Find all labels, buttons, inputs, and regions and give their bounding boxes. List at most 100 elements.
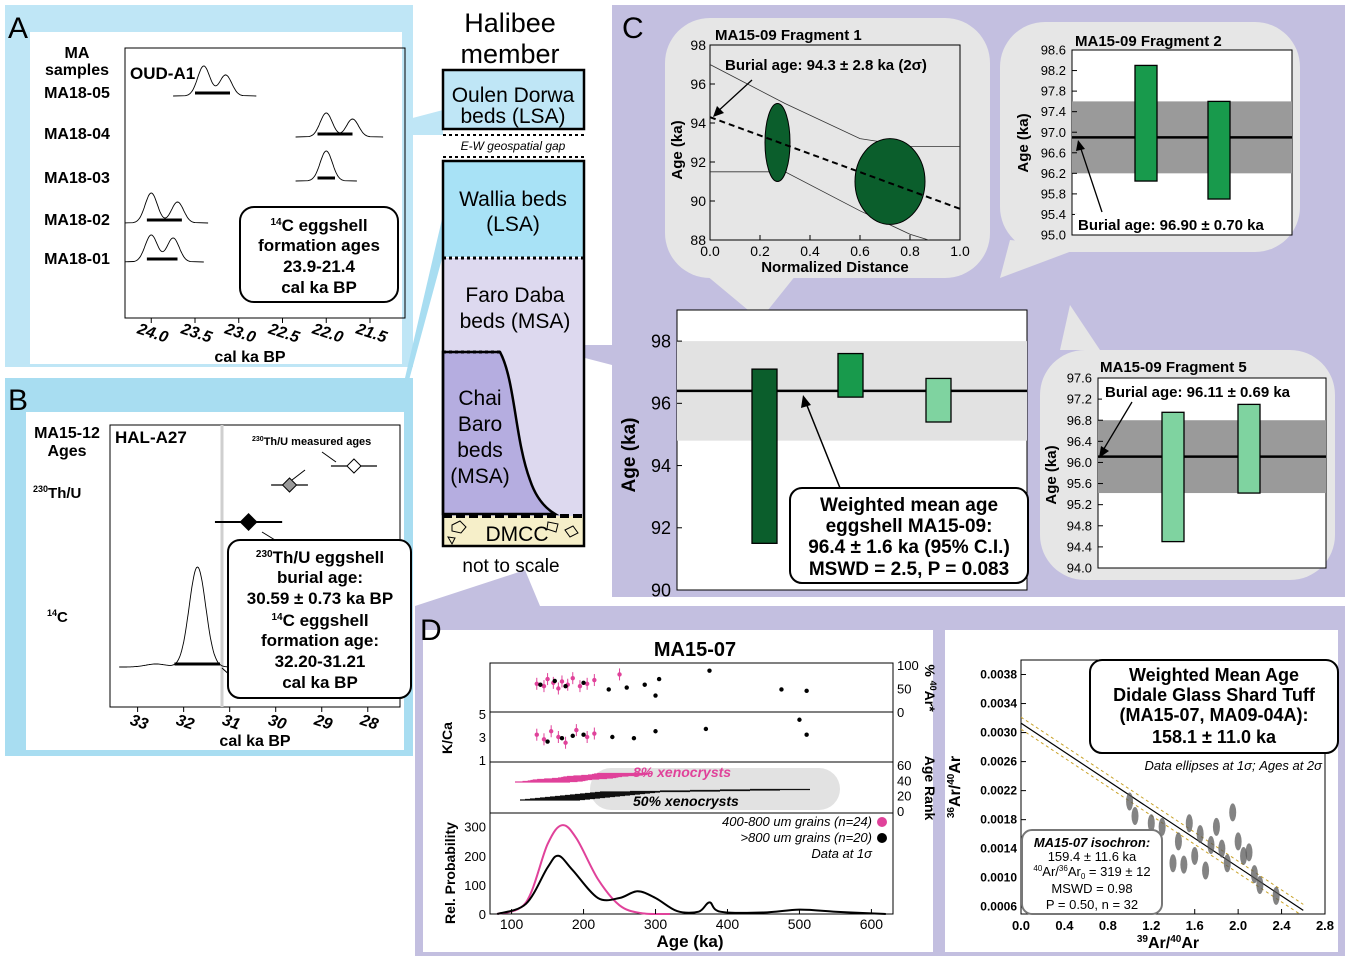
chart-c1-xtick-label: 1.0 [950,243,970,259]
chart-c3-annotation-line2: eggshell MA15-09: [826,516,993,537]
chart-b-measured-diamond [281,477,298,493]
chart-c1-xtick-label: 0.6 [850,243,870,259]
chart-d1-rank-ytick-label: 0 [897,804,904,819]
chart-d1-ar-point-black [656,676,662,682]
chart-d2-xlabel: 39Ar/40Ar [1137,934,1199,952]
chart-a-annotation-line2: formation ages [258,236,380,255]
chart-c3: 90 92 94 96 98 Age (ka) Weighted mean age eg… [619,309,1029,600]
chart-d2-iso-sup2: 36 [1059,864,1068,873]
column-frame [441,159,586,548]
chart-d2-ylabel-end: Ar [947,756,964,774]
chart-d1-ar-point-magenta [570,675,575,681]
chart-c2-ticks: 95.0 95.4 95.8 96.2 96.6 97.0 97.4 97.8 98.2 98.6 [1041,43,1077,243]
chart-d1-rank-ytick-label: 40 [897,773,911,788]
chart-c4-ylabel: Age (ka) [1043,445,1060,504]
chart-d2-xlabel-mid: Ar/ [1148,935,1171,952]
chart-d2-ytick-label: 0.0018 [980,813,1017,827]
chart-d2-marks [1021,716,1304,914]
chart-d1-ar-ylabel-text: Ar* [922,691,938,713]
panel-letter-c: C [622,12,644,45]
chart-b-measured-arrow [291,469,306,481]
chart-c3-annotation-line3: 96.4 ± 1.6 ka (95% C.I.) [808,537,1010,558]
chart-d1-kca-point-black [545,739,550,744]
panel-letter-b: B [8,384,28,417]
chart-d2-data-ellipse [1218,839,1226,858]
chart-d2-title-line1: Weighted Mean Age [1129,665,1299,685]
chart-a-density-ma18-03 [295,150,357,182]
chart-d1-ar-point-black [653,693,658,698]
chart-a-row-labels: MA18-05 MA18-04 MA18-03 MA18-02 MA18-01 [44,85,110,268]
chart-d1-kca-point-magenta [541,737,547,742]
chart-c1-ytick-label: 98 [690,37,706,53]
chart-c4-age-bar [1237,403,1261,494]
chart-c4-ytick-label: 97.2 [1067,392,1092,407]
chart-d2-ylabel-sup: 36 [946,807,957,819]
unit-faro-line1: Faro Daba [465,284,565,307]
chart-d1-ar-ytick-label: 50 [897,682,911,697]
chart-d2-xtick-label: 2.0 [1229,918,1247,933]
chart-d2-iso-val: = 319 ± 12 [1085,864,1150,879]
chart-d1-kca-point-black [653,729,658,734]
chart-a-group-label-line1: MA [65,45,90,62]
column-title-line1: Halibee [464,8,556,38]
chart-d1-xtick-label: 400 [716,916,740,932]
chart-c3-ticks: 90 92 94 96 98 [651,331,682,600]
chart-c2-ylabel: Age (ka) [1015,113,1032,172]
unit-wallia-line1: Wallia beds [459,188,567,211]
chart-d2-xlabel-sup: 39 [1137,934,1149,945]
chart-c1-ytick-label: 92 [690,154,706,170]
dmcc-clasts [447,520,579,546]
chart-c2-title: MA15-09 Fragment 2 [1075,33,1222,50]
chart-c1-ytick-label: 94 [690,115,706,131]
chart-c2-marks [1072,64,1292,200]
chart-d1-prob-ytick-label: 200 [464,849,486,864]
chart-c3-age-bar [837,352,864,398]
chart-d1-kca-ytick-label: 1 [479,753,486,768]
chart-d1-prob-ytick-label: 0 [479,907,486,922]
chart-d2-note: Data ellipses at 1σ; Ages at 2σ [1144,758,1323,773]
chart-d1-rank-ylabel: Age Rank [922,756,938,821]
bubble-fragment-5-tail [1060,305,1100,350]
chart-b-xtick-label: 31 [220,712,242,734]
chart-c3-arrow-head [801,395,811,408]
chart-b-annotation-text4: C eggshell [283,611,369,630]
chart-d1-ar-point-black [581,680,586,686]
chart-d2-data-ellipse [1250,865,1258,884]
chart-c1-xtick-label: 0.0 [700,243,720,259]
chart-c2-ytick-label: 97.8 [1041,84,1066,99]
chart-c1-ylabel: Age (ka) [669,120,686,179]
chart-a-density-ma18-01 [125,234,204,263]
unit-chai-baro [441,350,560,516]
chart-b-group-label-line2: Ages [47,443,86,460]
chart-c2-annotation: Burial age: 96.90 ± 0.70 ka [1078,217,1264,234]
chart-b-ticks: 33 32 31 30 29 28 [128,707,380,734]
chart-d2-data-ellipse [1191,846,1199,865]
chart-c2-ytick-label: 97.0 [1041,125,1066,140]
chart-b-annotation-line1: 230Th/U eggshell [256,548,384,567]
unit-oulen-line1: Oulen Dorwa [452,84,575,107]
chart-b-xtick-label: 30 [266,712,288,734]
chart-a-density-ma18-02 [125,192,209,224]
chart-c4-ytick-label: 95.6 [1067,476,1092,491]
chart-d2-data-ellipse [1256,875,1264,894]
chart-d1-prob-ylabel: Rel. Probability [442,822,458,924]
unit-oulen-dorwa [441,68,586,131]
chart-d2: 0.0 0.4 0.8 1.2 1.6 2.0 2.4 2.8 0.0006 0.0010 0.00… [946,659,1339,952]
chart-d2-iso-sub: 0 [1081,872,1086,881]
chart-d1-kca-ytick-label: 3 [479,730,486,745]
chart-d1-ar-point-black [642,682,647,687]
chart-a-annotation-box [239,206,399,303]
chart-d2-data-ellipse [1229,803,1237,822]
chart-c4-marks [1098,403,1326,543]
chart-d2-ytick-label: 0.0038 [980,668,1017,682]
chart-d1-ar-point-black [538,682,543,687]
chart-c2-ytick-label: 95.0 [1041,228,1066,243]
chart-d1-ar-point-black [804,688,809,694]
chart-d2-ytick-label: 0.0022 [980,784,1017,798]
chart-d1-kca-point-black [703,726,709,732]
chart-c3-ytick-label: 92 [651,518,671,538]
chart-d2-iso-ratio-a: Ar/ [1042,864,1059,879]
chart-d2-xtick-label: 1.2 [1142,918,1160,933]
chart-d2-xtick-label: 0.0 [1012,918,1030,933]
